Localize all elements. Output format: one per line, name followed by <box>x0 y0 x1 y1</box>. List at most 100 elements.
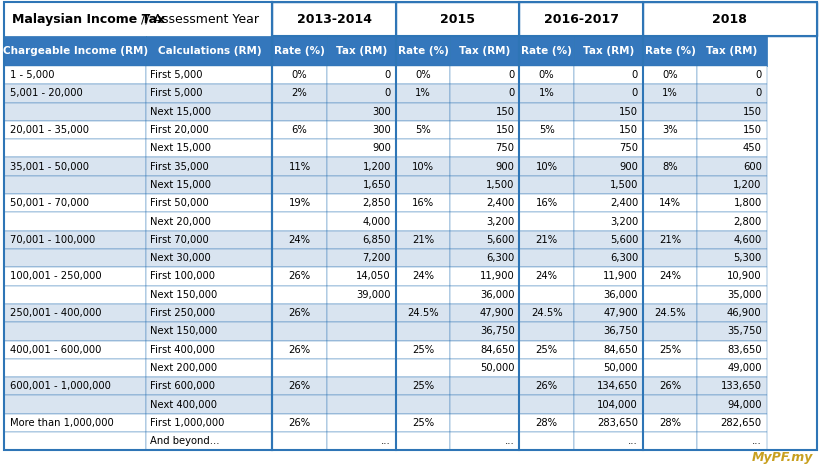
Bar <box>697 249 767 267</box>
Bar <box>146 359 273 377</box>
Bar <box>574 377 643 395</box>
Bar <box>574 267 643 286</box>
Text: 450: 450 <box>743 144 762 153</box>
Text: 0: 0 <box>632 89 638 98</box>
Bar <box>697 66 767 84</box>
Text: 24%: 24% <box>535 272 557 281</box>
Bar <box>520 359 574 377</box>
Bar <box>643 359 697 377</box>
Text: 150: 150 <box>496 125 515 135</box>
Text: Tax (RM): Tax (RM) <box>583 46 634 56</box>
Bar <box>4 414 146 432</box>
Text: First 250,000: First 250,000 <box>150 308 216 318</box>
Text: 21%: 21% <box>659 235 681 245</box>
Text: 5,001 - 20,000: 5,001 - 20,000 <box>10 89 83 98</box>
Text: 1%: 1% <box>415 89 431 98</box>
Text: Next 400,000: Next 400,000 <box>150 400 218 409</box>
Text: 25%: 25% <box>412 418 434 428</box>
Bar <box>451 395 520 414</box>
Bar <box>697 176 767 194</box>
Text: 104,000: 104,000 <box>598 400 638 409</box>
Bar <box>697 395 767 414</box>
Text: 50,000: 50,000 <box>480 363 515 373</box>
Bar <box>451 304 520 322</box>
Text: 8%: 8% <box>663 162 678 172</box>
Bar <box>146 36 273 66</box>
Text: 1 - 5,000: 1 - 5,000 <box>10 70 54 80</box>
Text: 400,001 - 600,000: 400,001 - 600,000 <box>10 345 101 355</box>
Text: 150: 150 <box>619 125 638 135</box>
Bar <box>273 249 327 267</box>
Text: 2%: 2% <box>291 89 307 98</box>
Bar <box>574 36 643 66</box>
Text: Tax (RM): Tax (RM) <box>459 46 511 56</box>
Text: 24%: 24% <box>659 272 681 281</box>
Text: 36,000: 36,000 <box>603 290 638 300</box>
Text: 14%: 14% <box>659 198 681 208</box>
Text: 25%: 25% <box>535 345 557 355</box>
Text: ...: ... <box>752 436 762 446</box>
Bar <box>273 36 327 66</box>
Text: First 20,000: First 20,000 <box>150 125 209 135</box>
Text: 300: 300 <box>372 107 391 117</box>
Text: Tax (RM): Tax (RM) <box>336 46 387 56</box>
Bar <box>4 103 146 121</box>
Bar <box>451 249 520 267</box>
Text: ...: ... <box>628 436 638 446</box>
Bar <box>273 158 327 176</box>
Bar <box>396 249 451 267</box>
Text: 1,200: 1,200 <box>733 180 762 190</box>
Text: 2,800: 2,800 <box>733 217 762 227</box>
Bar <box>146 194 273 212</box>
Bar <box>396 212 451 231</box>
Text: 26%: 26% <box>288 381 310 391</box>
Bar <box>396 340 451 359</box>
Bar <box>4 304 146 322</box>
Text: 25%: 25% <box>412 345 434 355</box>
Bar <box>396 66 451 84</box>
Bar <box>520 322 574 340</box>
Bar <box>327 395 396 414</box>
Bar <box>4 395 146 414</box>
Text: Next 20,000: Next 20,000 <box>150 217 211 227</box>
Bar <box>396 359 451 377</box>
Bar <box>4 2 273 36</box>
Text: 24.5%: 24.5% <box>654 308 686 318</box>
Text: 0%: 0% <box>663 70 678 80</box>
Bar <box>697 84 767 103</box>
Bar <box>643 36 697 66</box>
Text: 10,900: 10,900 <box>727 272 762 281</box>
Bar <box>396 158 451 176</box>
Text: 21%: 21% <box>535 235 557 245</box>
Bar <box>697 121 767 139</box>
Bar <box>273 231 327 249</box>
Text: 150: 150 <box>619 107 638 117</box>
Text: 49,000: 49,000 <box>727 363 762 373</box>
Text: Rate (%): Rate (%) <box>521 46 572 56</box>
Bar <box>697 36 767 66</box>
Bar <box>574 84 643 103</box>
Bar <box>697 267 767 286</box>
Bar <box>697 432 767 450</box>
Text: 24%: 24% <box>412 272 434 281</box>
Bar <box>520 36 574 66</box>
Bar <box>4 84 146 103</box>
Text: 25%: 25% <box>412 381 434 391</box>
Text: 1,500: 1,500 <box>486 180 515 190</box>
Bar <box>520 2 643 36</box>
Text: 10%: 10% <box>535 162 557 172</box>
Text: 84,650: 84,650 <box>480 345 515 355</box>
Text: 0: 0 <box>508 89 515 98</box>
Text: ...: ... <box>505 436 515 446</box>
Bar <box>396 84 451 103</box>
Text: 2016-2017: 2016-2017 <box>544 13 619 25</box>
Bar <box>396 414 451 432</box>
Text: First 100,000: First 100,000 <box>150 272 215 281</box>
Text: 6,300: 6,300 <box>486 253 515 263</box>
Text: 4,000: 4,000 <box>363 217 391 227</box>
Bar <box>146 432 273 450</box>
Text: 26%: 26% <box>288 272 310 281</box>
Text: 26%: 26% <box>288 308 310 318</box>
Text: 19%: 19% <box>288 198 310 208</box>
Bar <box>146 304 273 322</box>
